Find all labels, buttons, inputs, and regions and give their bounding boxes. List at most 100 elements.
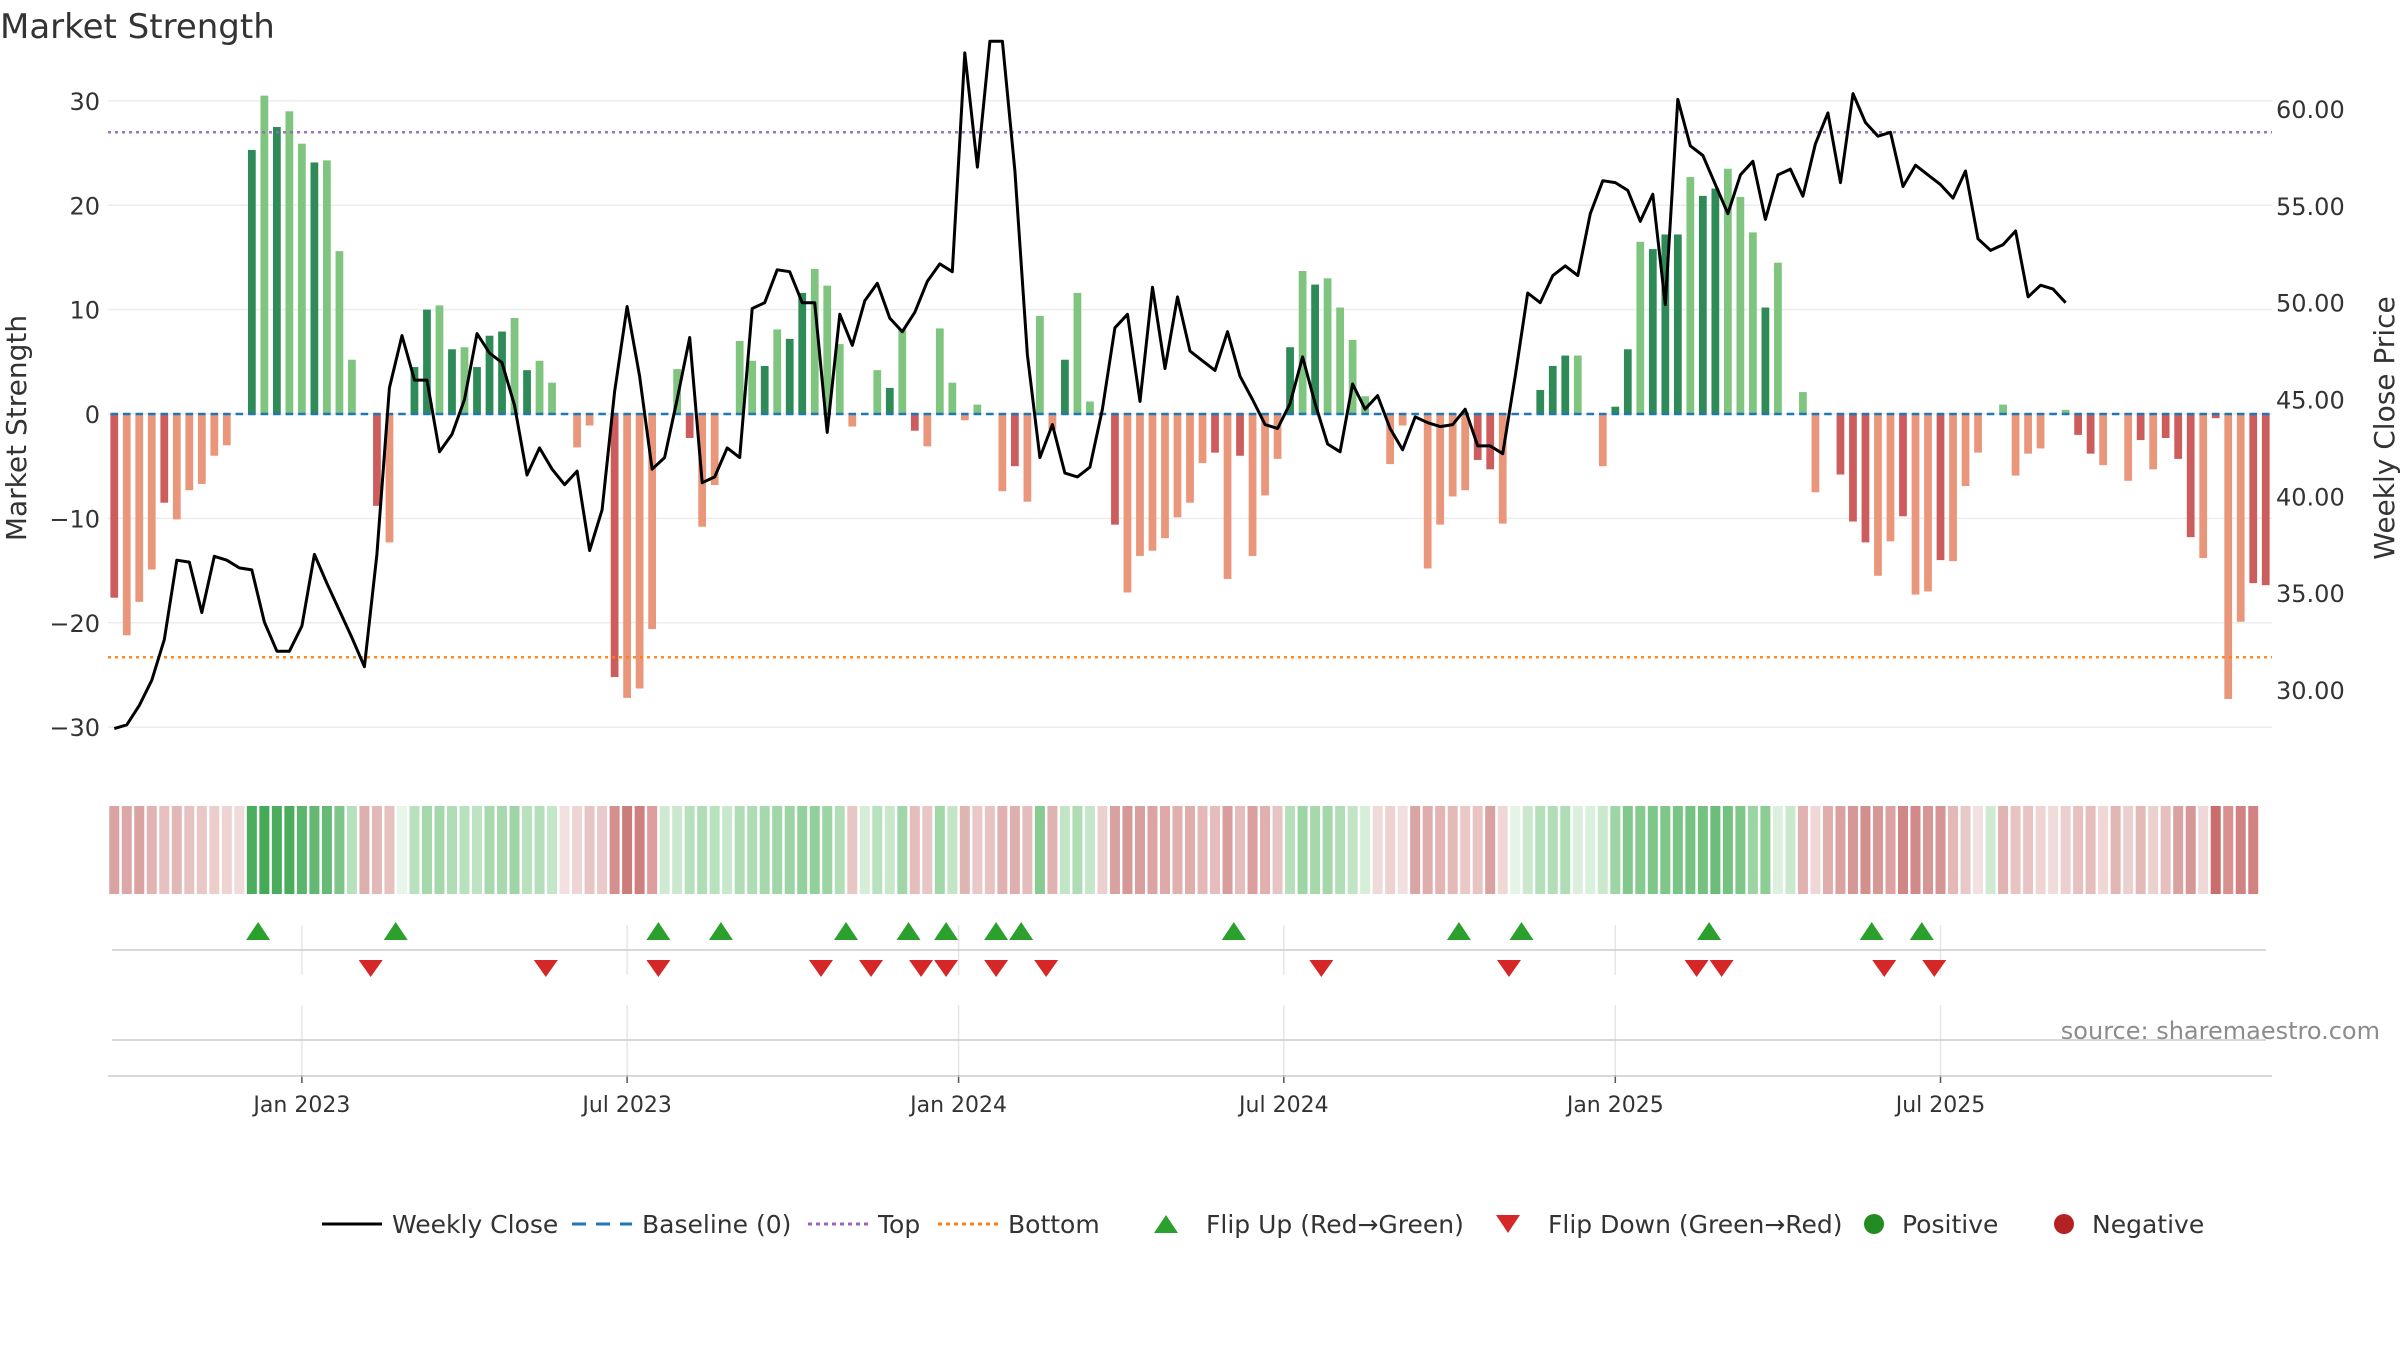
strength-bar — [1448, 414, 1457, 497]
state-cell — [1998, 806, 2009, 894]
flip-up-marker — [246, 922, 271, 940]
state-cell — [784, 806, 795, 894]
strength-bar — [2236, 414, 2245, 622]
state-cell — [221, 806, 232, 894]
state-cell — [284, 806, 295, 894]
state-cell — [859, 806, 870, 894]
state-cell — [421, 806, 432, 894]
state-cell — [847, 806, 858, 894]
strength-bar — [710, 414, 719, 485]
state-cell — [459, 806, 470, 894]
state-cell — [1059, 806, 1070, 894]
state-cell — [1772, 806, 1783, 894]
state-cell — [1422, 806, 1433, 894]
state-cell — [747, 806, 758, 894]
strength-bar — [1236, 414, 1244, 456]
flip-up-marker — [896, 922, 921, 940]
grid-layer — [108, 100, 2272, 1083]
strength-bar — [1048, 414, 1057, 430]
state-cell — [2173, 806, 2184, 894]
state-cell — [1948, 806, 1959, 894]
strength-bar — [760, 365, 769, 414]
state-cell — [1372, 806, 1383, 894]
state-cell — [259, 806, 270, 894]
state-cell — [922, 806, 933, 894]
state-cell — [472, 806, 483, 894]
legend-swatch-circle — [2054, 1214, 2074, 1234]
legend-item: Flip Up (Red→Green) — [1154, 1210, 1464, 1239]
reference-lines — [108, 130, 2272, 659]
state-cell — [1147, 806, 1158, 894]
strength-bars — [110, 95, 2270, 699]
strength-bar — [197, 414, 206, 484]
strength-bar — [1661, 234, 1670, 414]
watermark: source: sharemaestro.com — [2061, 1017, 2380, 1045]
y2-tick-label: 40.00 — [2276, 483, 2345, 511]
state-cell — [1960, 806, 1971, 894]
strength-bar — [735, 340, 744, 414]
strength-bar — [810, 268, 819, 414]
strength-bar — [1924, 414, 1932, 592]
state-cell — [2010, 806, 2021, 894]
state-cell — [1535, 806, 1546, 894]
flip-down-marker — [808, 960, 833, 977]
state-cell — [1685, 806, 1696, 894]
state-cell — [1672, 806, 1683, 894]
state-cell — [1247, 806, 1258, 894]
state-cell — [1360, 806, 1371, 894]
state-cell — [1572, 806, 1583, 894]
strength-bar — [1073, 292, 1082, 414]
strength-bar — [172, 414, 181, 520]
state-cell — [2035, 806, 2046, 894]
y-tick-label: −30 — [49, 714, 100, 742]
y2-axis-label: Weekly Close Price — [2368, 296, 2400, 559]
strength-bar — [1548, 365, 1557, 414]
strength-bar — [1436, 414, 1445, 525]
strength-bar — [2061, 409, 2070, 414]
strength-bar — [585, 414, 594, 426]
strength-bar — [1861, 414, 1870, 543]
legend-swatch-triangle-up — [1154, 1215, 1178, 1233]
state-cell — [684, 806, 695, 894]
state-cell — [2098, 806, 2109, 894]
y2-tick-label: 30.00 — [2276, 677, 2345, 705]
state-cell — [1710, 806, 1721, 894]
state-cell — [897, 806, 908, 894]
state-cell — [1897, 806, 1908, 894]
flip-up-marker — [646, 922, 671, 940]
strength-bar — [2161, 414, 2170, 439]
state-cell — [972, 806, 983, 894]
strength-bar — [1961, 414, 1970, 487]
flip-up-marker — [1509, 922, 1534, 940]
strength-bar — [122, 414, 131, 636]
state-cell — [1935, 806, 1946, 894]
strength-bar — [1573, 355, 1582, 414]
state-cell — [1072, 806, 1083, 894]
weekly-close-line — [113, 39, 2067, 731]
strength-bar — [2099, 414, 2108, 466]
strength-bar — [1623, 349, 1632, 414]
strength-bar — [1636, 241, 1645, 414]
legend: Weekly Close Baseline (0) Top Bottom Flip Up… — [322, 1210, 2204, 1239]
state-cell — [1747, 806, 1758, 894]
legend-item: Baseline (0) — [572, 1210, 791, 1239]
state-cell — [2023, 806, 2034, 894]
axis-labels: 30 20 10 0 −10 −20 −30 60.00 55.00 50.00 45.00 40.0… — [49, 88, 2344, 1118]
x-tick-label: Jan 2023 — [251, 1093, 350, 1118]
state-cell — [734, 806, 745, 894]
strength-bar — [548, 382, 556, 414]
strength-bar — [823, 285, 832, 414]
state-cell — [1034, 806, 1045, 894]
flip-down-marker — [1309, 960, 1334, 977]
strength-bar — [110, 414, 119, 598]
flip-down-marker — [1922, 960, 1947, 977]
state-cell — [2135, 806, 2146, 894]
state-cell — [134, 806, 145, 894]
state-cell — [1197, 806, 1208, 894]
state-cell — [1910, 806, 1921, 894]
strength-bar — [1011, 414, 1019, 467]
state-cell — [1860, 806, 1871, 894]
state-cell — [1735, 806, 1746, 894]
